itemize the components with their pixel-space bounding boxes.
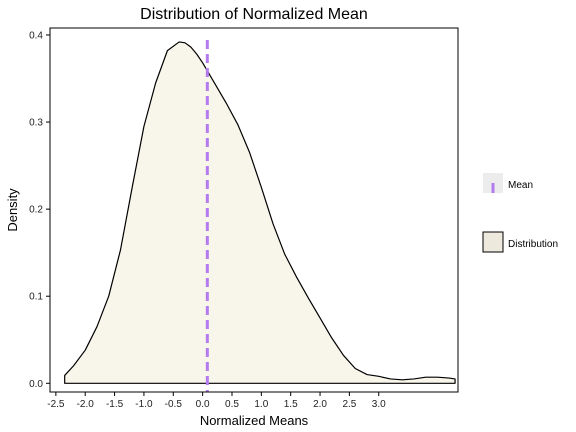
x-tick-label: 2.5 bbox=[342, 399, 356, 410]
legend-item-mean: Mean bbox=[483, 173, 533, 193]
x-tick-label: 1.5 bbox=[284, 399, 298, 410]
x-tick-label: 2.0 bbox=[313, 399, 327, 410]
y-axis-title: Density bbox=[5, 188, 20, 232]
chart-title: Distribution of Normalized Mean bbox=[140, 6, 368, 23]
y-tick-label: 0.4 bbox=[29, 30, 43, 41]
x-axis: -2.5 -2.0 -1.5 -1.0 -0.5 0.0 0.5 1.0 1.5 2.0 2.5 3.… bbox=[47, 392, 386, 410]
legend-key-distribution bbox=[482, 231, 504, 253]
x-tick-label: -1.5 bbox=[106, 399, 124, 410]
plot-panel-border bbox=[49, 27, 459, 393]
y-tick-label: 0.0 bbox=[29, 379, 43, 390]
y-tick-label: 0.1 bbox=[29, 292, 43, 303]
x-tick-label: 0.5 bbox=[225, 399, 239, 410]
x-tick-label: -2.0 bbox=[77, 399, 95, 410]
x-axis-title: Normalized Means bbox=[200, 413, 309, 428]
y-tick-label: 0.2 bbox=[29, 205, 43, 216]
plot-area bbox=[64, 40, 456, 392]
legend-label-mean: Mean bbox=[508, 180, 533, 191]
legend-label-distribution: Distribution bbox=[508, 239, 558, 250]
x-tick-label: 0.0 bbox=[196, 399, 210, 410]
density-area bbox=[64, 41, 456, 384]
y-axis: 0.0 0.1 0.2 0.3 0.4 bbox=[29, 30, 50, 390]
x-tick-label: -2.5 bbox=[47, 399, 65, 410]
y-tick-label: 0.3 bbox=[29, 118, 43, 129]
x-tick-label: 1.0 bbox=[254, 399, 268, 410]
x-tick-label: -1.0 bbox=[135, 399, 153, 410]
x-tick-label: 3.0 bbox=[372, 399, 386, 410]
legend: Mean Distribution bbox=[482, 173, 558, 253]
legend-item-distribution: Distribution bbox=[482, 231, 558, 253]
x-tick-label: -0.5 bbox=[165, 399, 183, 410]
